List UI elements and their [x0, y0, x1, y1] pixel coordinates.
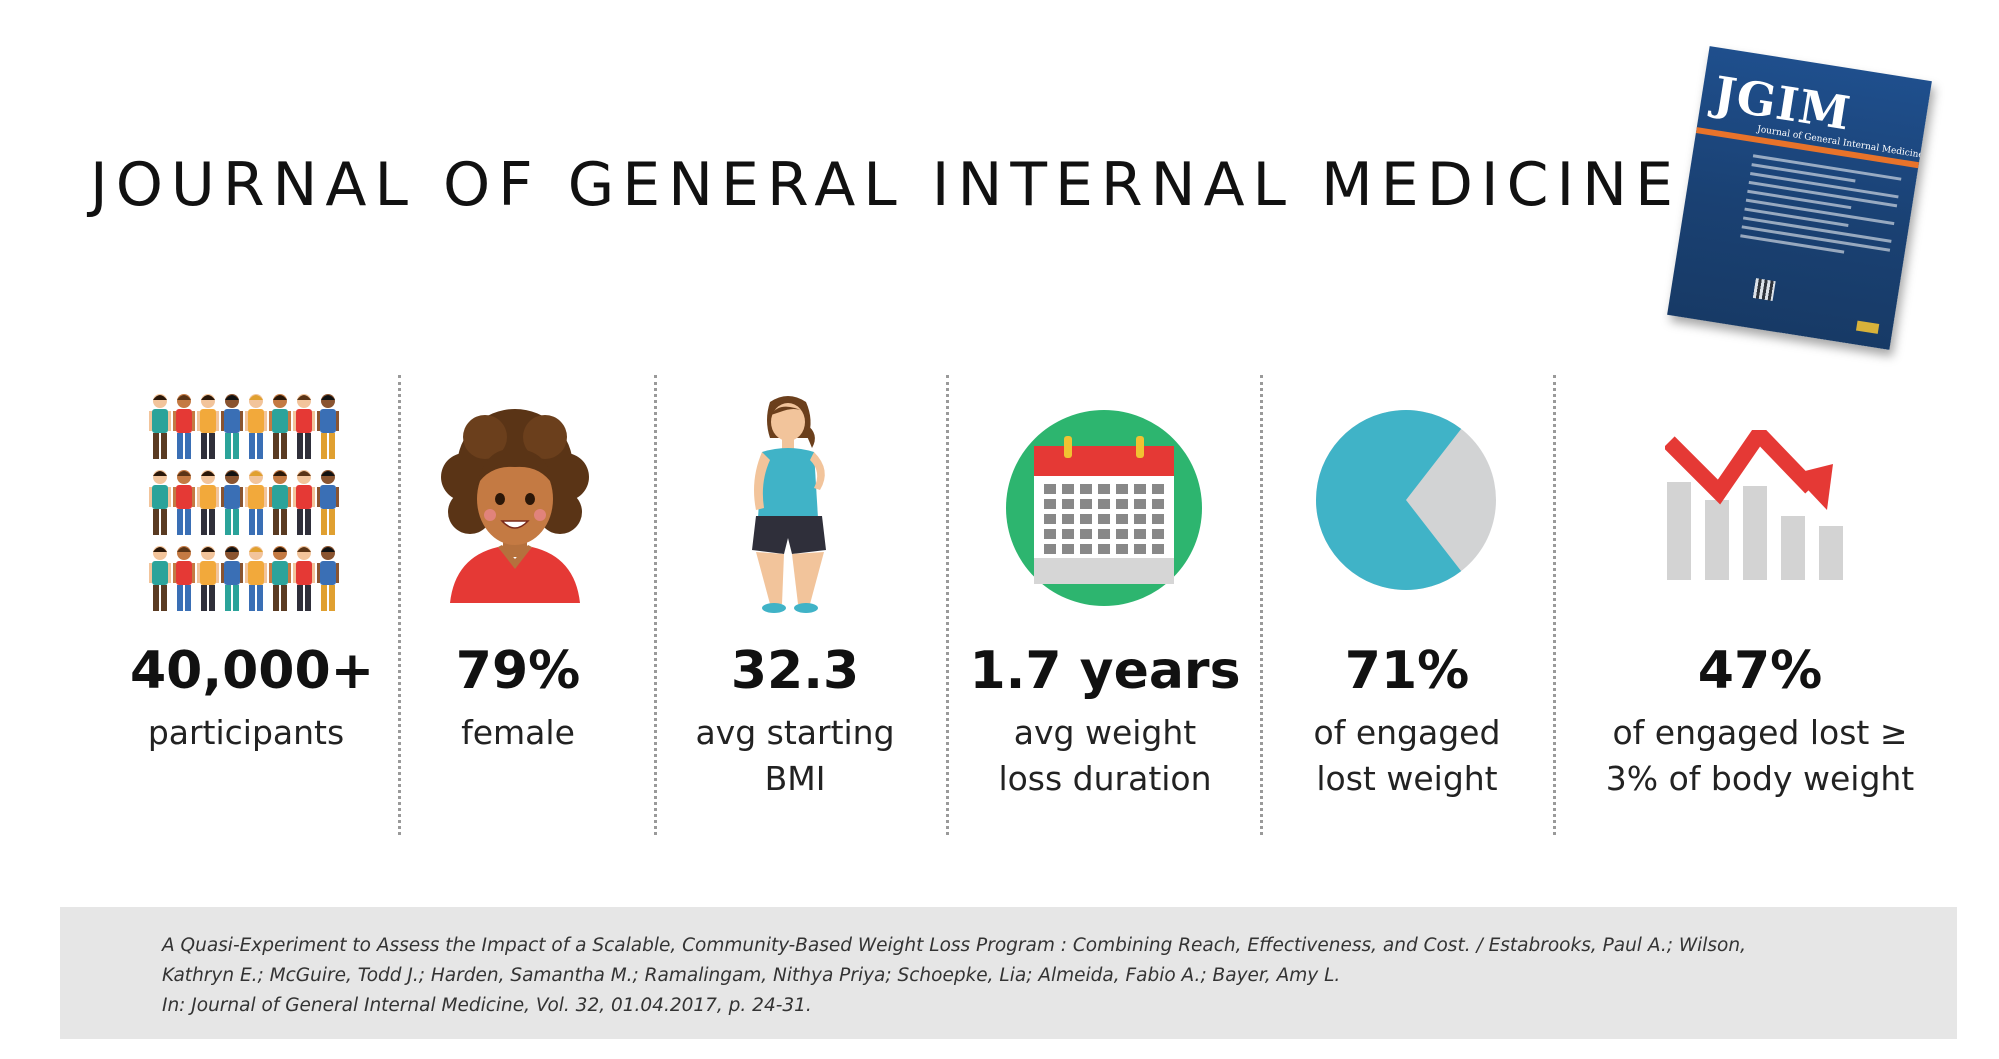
cover-publisher-logo	[1855, 320, 1880, 334]
stat-participants: 40,000+ participants	[130, 640, 375, 756]
stat-label: avg weight loss duration	[965, 710, 1245, 802]
person-figure	[293, 470, 315, 535]
stat-label: female	[420, 710, 616, 756]
journal-cover-image: JGIM Journal of General Internal Medicin…	[1667, 46, 1932, 350]
person-figure	[197, 394, 219, 459]
column-divider	[1553, 375, 1556, 835]
person-figure	[245, 394, 267, 459]
person-figure	[173, 470, 195, 535]
citation-box: A Quasi-Experiment to Assess the Impact …	[60, 907, 1957, 1039]
stat-label: of engaged lost ≥ 3% of body weight	[1575, 710, 1945, 802]
column-divider	[398, 375, 401, 835]
citation-line: Kathryn E.; McGuire, Todd J.; Harden, Sa…	[162, 965, 1341, 986]
person-figure	[293, 546, 315, 611]
cover-text-lines	[1739, 154, 1902, 266]
person-figure	[317, 546, 339, 611]
citation-line: In: Journal of General Internal Medicine…	[162, 995, 812, 1016]
stat-label-line: of engaged lost ≥	[1612, 713, 1908, 753]
pie-chart-icon	[1316, 410, 1496, 590]
stat-label: of engaged lost weight	[1280, 710, 1534, 802]
person-figure	[197, 546, 219, 611]
stat-value: 47%	[1697, 641, 1823, 701]
stat-label-line: female	[461, 713, 575, 753]
stat-duration: 1.7 years avg weight loss duration	[965, 640, 1245, 802]
stat-label-line: avg starting	[695, 713, 895, 753]
woman-body-icon	[752, 396, 826, 613]
column-divider	[946, 375, 949, 835]
column-divider	[654, 375, 657, 835]
person-figure	[149, 394, 171, 459]
person-figure	[245, 546, 267, 611]
person-figure	[269, 394, 291, 459]
person-figure	[269, 546, 291, 611]
person-figure	[293, 394, 315, 459]
citation-line: A Quasi-Experiment to Assess the Impact …	[162, 935, 1746, 956]
stat-label-line: lost weight	[1316, 759, 1498, 799]
pie-slice-engaged	[1316, 410, 1462, 590]
person-figure	[269, 470, 291, 535]
stat-label: avg starting BMI	[680, 710, 910, 802]
person-figure	[221, 470, 243, 535]
crowd-icon	[149, 394, 339, 611]
stat-value: 32.3	[730, 641, 860, 701]
stat-label-line: of engaged	[1313, 713, 1501, 753]
stat-label-line: BMI	[764, 759, 826, 799]
person-figure	[173, 546, 195, 611]
stat-label-line: 3% of body weight	[1605, 759, 1915, 799]
stat-label-line: loss duration	[998, 759, 1212, 799]
stat-value: 71%	[1344, 641, 1470, 701]
person-figure	[245, 470, 267, 535]
stat-female: 79% female	[420, 640, 616, 756]
stat-lost-3-percent: 47% of engaged lost ≥ 3% of body weight	[1575, 640, 1945, 802]
person-figure	[149, 546, 171, 611]
stat-label-line: participants	[147, 713, 345, 753]
woman-face-icon	[441, 409, 589, 603]
person-figure	[173, 394, 195, 459]
journal-title: JOURNAL OF GENERAL INTERNAL MEDICINE	[90, 150, 1681, 220]
person-figure	[317, 394, 339, 459]
calendar-icon	[1006, 410, 1202, 606]
declining-bar-chart-icon	[1665, 430, 1843, 580]
person-figure	[197, 470, 219, 535]
stat-lost-weight: 71% of engaged lost weight	[1280, 640, 1534, 802]
stat-value: 40,000+	[130, 641, 375, 701]
cover-qr-code	[1752, 278, 1776, 302]
person-figure	[221, 394, 243, 459]
column-divider	[1260, 375, 1263, 835]
stat-value: 79%	[455, 641, 581, 701]
stat-value: 1.7 years	[969, 641, 1241, 701]
person-figure	[149, 470, 171, 535]
person-figure	[317, 470, 339, 535]
stat-bmi: 32.3 avg starting BMI	[680, 640, 910, 802]
person-figure	[221, 546, 243, 611]
stat-label: participants	[130, 710, 362, 756]
stat-label-line: avg weight	[1013, 713, 1197, 753]
